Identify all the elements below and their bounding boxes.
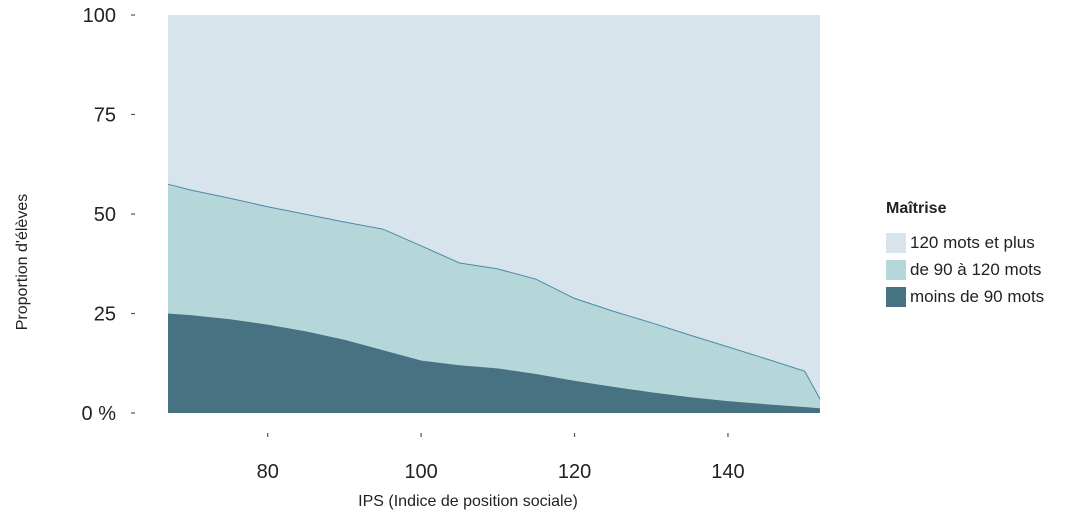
legend-swatch bbox=[886, 233, 906, 253]
chart-areas bbox=[167, 15, 821, 413]
legend: Maîtrise 120 mots et plus de 90 à 120 mot… bbox=[886, 200, 1072, 313]
area-120-mots-et-plus bbox=[168, 15, 820, 400]
legend-label: 120 mots et plus bbox=[910, 233, 1035, 252]
legend-items: 120 mots et plus de 90 à 120 mots moins de… bbox=[886, 232, 1072, 308]
x-axis-title: IPS (Indice de position sociale) bbox=[358, 493, 578, 510]
y-tick-label: 100 bbox=[83, 5, 116, 27]
y-tick-label: 0 % bbox=[82, 403, 117, 425]
series-boundary-line bbox=[167, 183, 821, 400]
legend-label: de 90 à 120 mots bbox=[910, 260, 1042, 279]
area-moins-de-90-mots bbox=[168, 313, 820, 413]
y-tick-label: 75 bbox=[94, 105, 116, 127]
legend-title: Maîtrise bbox=[886, 200, 947, 217]
x-tick-label: 80 bbox=[257, 461, 279, 483]
legend-swatch bbox=[886, 260, 906, 280]
area-de-90-120-mots bbox=[168, 184, 820, 409]
legend-swatch bbox=[886, 287, 906, 307]
x-tick-label: 100 bbox=[404, 461, 437, 483]
legend-item-de-90-120-mots: de 90 à 120 mots bbox=[886, 259, 1072, 281]
x-axis: 80 100 120 140 bbox=[257, 433, 745, 483]
x-tick-label: 120 bbox=[558, 461, 591, 483]
y-axis-title: Proportion d'élèves bbox=[14, 194, 31, 330]
legend-item-120-mots-et-plus: 120 mots et plus bbox=[886, 232, 1072, 254]
x-tick-label: 140 bbox=[711, 461, 744, 483]
y-axis: 0 % 25 50 75 100 bbox=[82, 5, 135, 425]
y-tick-label: 25 bbox=[94, 304, 116, 326]
legend-label: moins de 90 mots bbox=[910, 287, 1045, 306]
y-tick-label: 50 bbox=[94, 204, 116, 226]
legend-item-moins-de-90-mots: moins de 90 mots bbox=[886, 286, 1072, 308]
